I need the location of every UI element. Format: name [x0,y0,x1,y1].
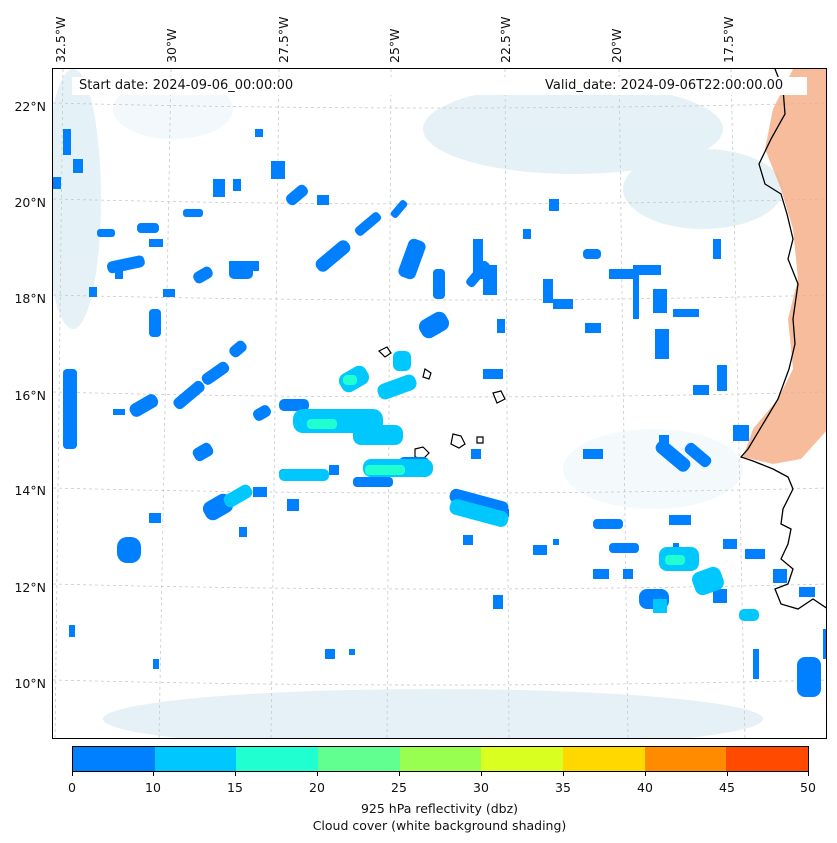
reflectivity-cells [307,375,685,565]
colorbar-tick-mark [808,772,809,776]
map-canvas [53,69,826,738]
lat-label: 22°N [14,99,46,114]
land-shading [743,69,826,464]
colorbar-segment [644,747,727,771]
start-date-label: Start date: 2024-09-06_00:00:00 [79,78,294,93]
colorbar-tick-label: 35 [555,780,571,795]
map-gridlines [53,69,826,738]
colorbar-segment [318,747,400,771]
cloud-cover-shading [53,69,783,738]
lat-label: 16°N [14,388,46,403]
lon-label: 32.5°W [53,16,68,63]
colorbar-tick-mark [645,772,646,776]
colorbar-tick-label: 10 [145,780,161,795]
lat-label: 12°N [14,580,46,595]
valid-date-label: Valid_date: 2024-09-06T22:00:00.00 [545,78,784,93]
reflectivity-cells [53,129,826,697]
colorbar-title: 925 hPa reflectivity (dbz) [360,801,519,816]
colorbar-tick-label: 50 [800,780,816,795]
colorbar-tick-mark [727,772,728,776]
lon-label: 17.5°W [721,16,736,63]
colorbar-tick-label: 0 [68,780,76,795]
colorbar-tick-mark [317,772,318,776]
colorbar-tick-mark [481,772,482,776]
colorbar-segment [236,747,319,771]
lon-label: 22.5°W [498,16,513,63]
colorbar-tick-label: 25 [391,780,407,795]
colorbar-tick-mark [153,772,154,776]
colorbar-tick-label: 20 [309,780,325,795]
colorbar-segment [154,747,237,771]
map-panel [52,68,827,739]
colorbar-tick-mark [72,772,73,776]
lat-label: 14°N [14,483,46,498]
colorbar-segment [726,747,809,771]
islands [377,346,506,460]
lat-label: 10°N [14,676,46,691]
colorbar-segment [73,747,155,771]
colorbar-tick-label: 40 [637,780,653,795]
colorbar-segment [481,747,564,771]
colorbar-subtitle: Cloud cover (white background shading) [312,818,567,833]
colorbar-tick-mark [563,772,564,776]
colorbar [72,746,809,772]
lon-label: 20°W [609,28,624,63]
lon-label: 30°W [164,28,179,63]
colorbar-tick-mark [235,772,236,776]
lat-label: 18°N [14,291,46,306]
colorbar-tick-label: 45 [719,780,735,795]
colorbar-tick-label: 15 [227,780,243,795]
coastline [739,69,826,610]
colorbar-tick-mark [399,772,400,776]
info-bar [72,77,807,95]
colorbar-segment [399,747,482,771]
colorbar-tick-label: 30 [473,780,489,795]
lon-label: 25°W [387,28,402,63]
lon-label: 27.5°W [276,16,291,63]
colorbar-segment [563,747,645,771]
lat-label: 20°N [14,195,46,210]
